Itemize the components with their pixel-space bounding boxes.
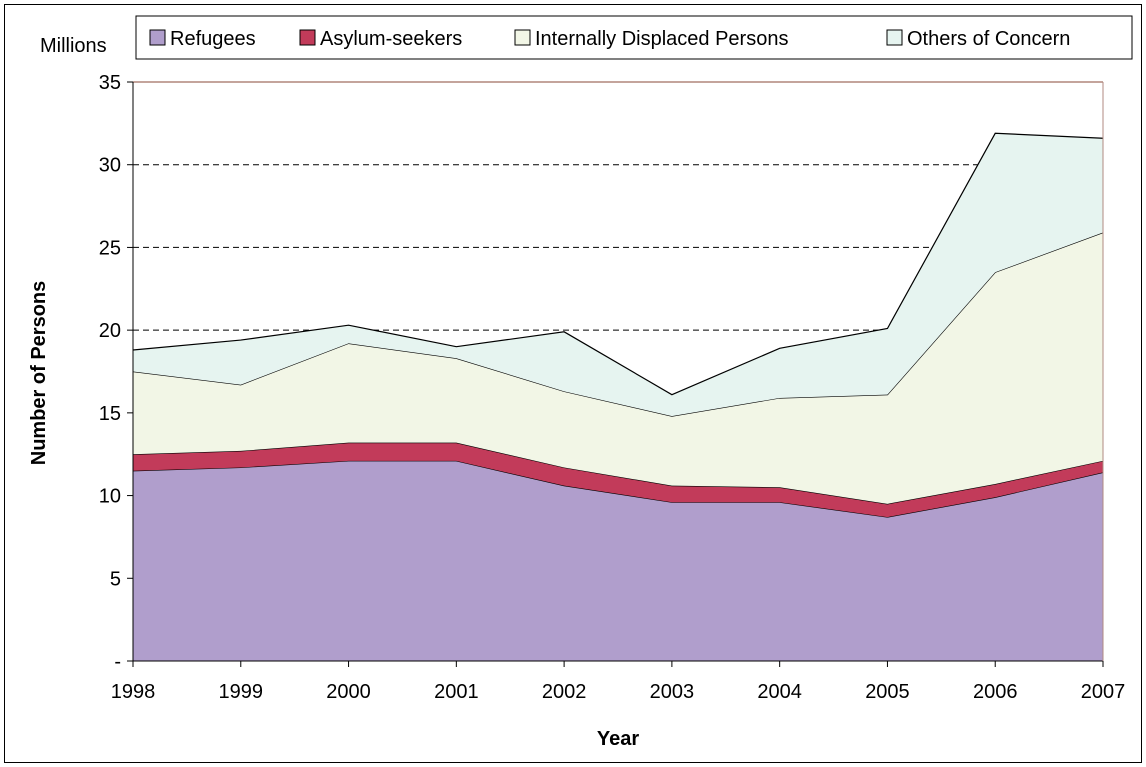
y-tick-label: - xyxy=(114,651,121,673)
legend-swatch-internally-displaced-persons xyxy=(514,29,531,46)
x-tick-label: 1998 xyxy=(111,681,156,703)
y-tick-label: 30 xyxy=(99,155,121,177)
y-tick-label: 5 xyxy=(110,568,121,590)
legend-swatch-asylum-seekers xyxy=(299,29,316,46)
y-tick-label: 10 xyxy=(99,486,121,508)
legend-label-asylum-seekers: Asylum-seekers xyxy=(320,28,462,50)
area-refugees xyxy=(133,460,1103,661)
area-others-of-concern xyxy=(133,133,1103,417)
x-tick-label: 2004 xyxy=(757,681,802,703)
x-tick-label: 2000 xyxy=(326,681,371,703)
legend-label-others-of-concern: Others of Concern xyxy=(907,28,1070,50)
series-line-others-of-concern xyxy=(132,132,1104,396)
x-tick-label: 2006 xyxy=(973,681,1018,703)
legend-label-internally-displaced-persons: Internally Displaced Persons xyxy=(535,28,788,50)
legend: Refugees Asylum-seekers Internally Displac… xyxy=(135,15,1133,60)
y-tick-label: 35 xyxy=(99,72,121,94)
x-tick-label: 2001 xyxy=(434,681,479,703)
x-tick-label: 1999 xyxy=(219,681,264,703)
legend-swatch-others-of-concern xyxy=(886,29,903,46)
legend-swatch-refugees xyxy=(149,29,166,46)
area-internally-displaced-persons xyxy=(133,232,1103,504)
x-tick-label: 2005 xyxy=(865,681,910,703)
y-tick-label: 15 xyxy=(99,403,121,425)
x-tick-label: 2002 xyxy=(542,681,587,703)
x-axis-title: Year xyxy=(597,728,639,750)
y-axis-title: Number of Persons xyxy=(28,281,50,465)
legend-label-refugees: Refugees xyxy=(170,28,256,50)
unit-label: Millions xyxy=(40,35,107,57)
x-tick-label: 2003 xyxy=(650,681,695,703)
y-tick-label: 20 xyxy=(99,320,121,342)
x-tick-label: 2007 xyxy=(1081,681,1126,703)
y-tick-label: 25 xyxy=(99,237,121,259)
area-asylum-seekers xyxy=(133,442,1103,518)
